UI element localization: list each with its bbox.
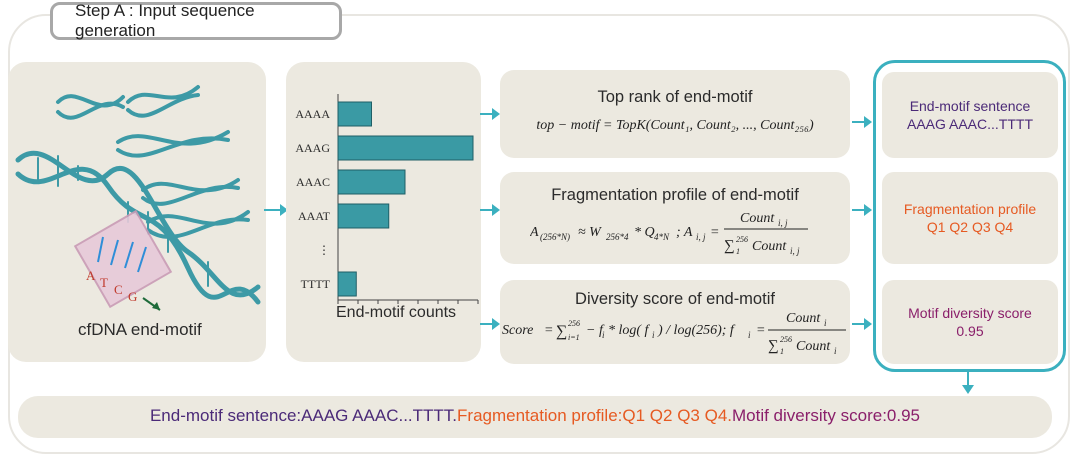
arrow-dna-to-counts [264, 204, 288, 216]
svg-text:Score: Score [502, 323, 533, 338]
category-label: AAAA [295, 107, 330, 121]
svg-text:1: 1 [780, 347, 784, 356]
svg-text:i: i [824, 318, 827, 328]
arrows-counts-to-boxes [480, 108, 500, 330]
category-label: ⋮ [318, 243, 330, 257]
output-frag: Fragmentation profile Q1 Q2 Q3 Q4 [882, 172, 1058, 264]
output-sentence: End-motif sentence AAAG AAAC...TTTT [882, 72, 1058, 158]
svg-text:− f: − f [586, 323, 605, 338]
svg-text:∑: ∑ [556, 323, 567, 340]
svg-text:Count: Count [796, 339, 831, 354]
base-g: G [128, 289, 137, 304]
end-motif-bar-chart: AAAA AAAG AAAC AAAT ⋮ TTTT [295, 94, 479, 304]
category-label: AAAG [295, 141, 330, 155]
svg-text:; A: ; A [676, 225, 693, 240]
combined-sequence-bar: End-motif sentence:AAAG AAAC...TTTT.Frag… [18, 396, 1052, 438]
arrows-boxes-to-outputs [852, 116, 872, 330]
output-sentence-title: End-motif sentence [909, 98, 1031, 114]
svg-text:i: i [748, 330, 751, 340]
dna-panel: A T C G cfDNA end-motif [8, 62, 266, 362]
bar [337, 135, 474, 161]
svg-text:Count: Count [786, 311, 821, 326]
diversity-box: Diversity score of end-motif Score = ∑ 25… [500, 280, 850, 364]
svg-text:i: i [602, 330, 605, 340]
svg-text:i, j: i, j [696, 232, 706, 242]
bar [337, 169, 406, 195]
combined-sequence: End-motif sentence:AAAG AAAC...TTTT.Frag… [18, 406, 1052, 426]
svg-text:∑: ∑ [768, 338, 779, 354]
dna-illustration: A T C G [15, 85, 261, 311]
base-a: A [86, 268, 96, 283]
category-label: AAAT [298, 209, 331, 223]
counts-panel: AAAA AAAG AAAC AAAT ⋮ TTTT End-motif counts [286, 62, 481, 362]
bar [337, 271, 357, 297]
output-sentence-value: AAAG AAAC...TTTT [906, 116, 1034, 132]
svg-text:i=1: i=1 [568, 333, 580, 342]
svg-text:=: = [710, 225, 719, 240]
svg-text:i, j: i, j [778, 218, 788, 228]
bar [337, 203, 390, 229]
category-label: AAAC [296, 175, 330, 189]
svg-text:=: = [544, 323, 553, 338]
top-rank-box: Top rank of end-motif top − motif = TopK… [500, 70, 850, 158]
svg-text:i, j: i, j [790, 246, 800, 256]
svg-text:256: 256 [568, 319, 580, 328]
base-c: C [114, 282, 123, 297]
step-label: Step A : Input sequence generation [50, 1, 342, 40]
frag-box: Fragmentation profile of end-motif A (256… [500, 172, 850, 264]
svg-text:256*4: 256*4 [606, 232, 629, 242]
top-rank-title: Top rank of end-motif [597, 88, 753, 106]
category-label: TTTT [301, 277, 331, 291]
svg-text:(256*N): (256*N) [540, 232, 570, 242]
combined-sentence: End-motif sentence:AAAG AAAC...TTTT. [149, 406, 458, 425]
svg-text:i: i [834, 346, 837, 356]
output-diversity-value: 0.95 [956, 323, 984, 339]
svg-text:A: A [530, 225, 539, 240]
svg-text:≈ W: ≈ W [578, 225, 602, 240]
x-axis-label: End-motif counts [336, 304, 457, 321]
svg-text:* Q: * Q [634, 225, 655, 240]
svg-text:256: 256 [780, 335, 792, 344]
output-frag-title: Fragmentation profile [903, 201, 1037, 217]
dna-caption: cfDNA end-motif [78, 320, 202, 339]
svg-text:i: i [652, 330, 655, 340]
frag-title: Fragmentation profile of end-motif [551, 186, 799, 204]
output-frag-value: Q1 Q2 Q3 Q4 [926, 219, 1014, 235]
combined-frag: Fragmentation profile:Q1 Q2 Q3 Q4. [457, 406, 732, 425]
base-t: T [100, 275, 108, 290]
svg-text:256: 256 [736, 235, 748, 244]
svg-text:1: 1 [736, 247, 740, 256]
arrow-down [962, 370, 974, 394]
svg-text:=: = [756, 323, 765, 338]
combined-diversity: Motif diversity score:0.95 [732, 406, 921, 425]
svg-text:* log( f: * log( f [608, 323, 651, 338]
svg-text:4*N: 4*N [654, 232, 670, 242]
svg-text:∑: ∑ [724, 238, 735, 254]
output-diversity: Motif diversity score 0.95 [882, 280, 1058, 364]
svg-text:) / log(256); f: ) / log(256); f [657, 323, 736, 338]
bar [337, 101, 372, 127]
svg-text:Count: Count [740, 211, 775, 226]
output-diversity-title: Motif diversity score [908, 305, 1032, 321]
diversity-title: Diversity score of end-motif [575, 290, 775, 308]
top-rank-formula: top − motif = TopK(Count₁, Count₂, ..., … [536, 118, 814, 133]
svg-text:Count: Count [752, 239, 787, 254]
